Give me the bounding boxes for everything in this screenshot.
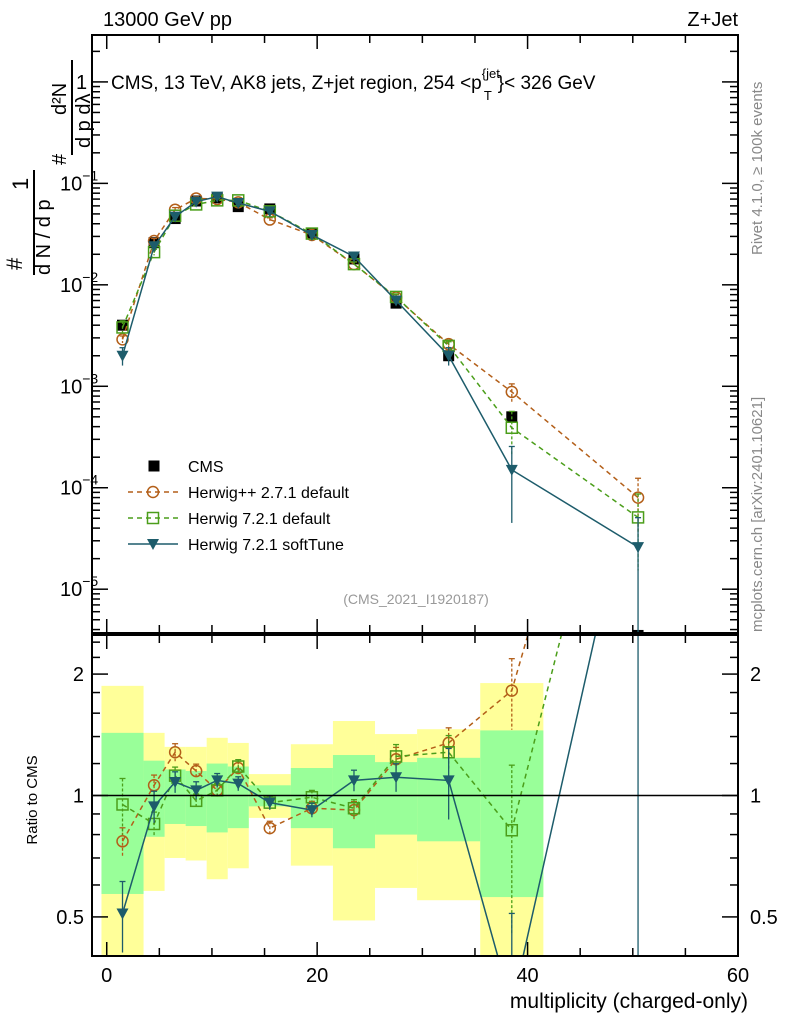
series-3-point [190, 196, 203, 208]
series-1-ratio-point [189, 764, 203, 778]
series-2-ratio-point [116, 798, 129, 811]
y-tick-exponent: −4 [82, 472, 98, 488]
ratio-tick-label-left: 1 [73, 786, 84, 808]
ratio-tick-label-right: 1 [750, 786, 761, 808]
legend: CMS Herwig++ 2.7.1 default Herwig 7.2.1 de… [128, 459, 350, 554]
title-post: }< 326 GeV [498, 73, 596, 94]
y-axis-label: # 1 d N / d p # d²N d p dλ [2, 60, 95, 275]
series-1-point [505, 385, 519, 399]
series-3-point [442, 350, 455, 362]
series-3-point [169, 211, 182, 223]
rivet-label: Rivet 4.1.0, ≥ 100k events [749, 82, 766, 255]
series-3-point [305, 229, 318, 241]
series-2-point [116, 321, 129, 334]
legend-marker [147, 539, 159, 550]
stat-band [101, 732, 144, 894]
y-label-den1: d N / d p [33, 199, 55, 275]
series-1-ratio-point [116, 835, 129, 848]
series-1-line [121, 197, 639, 499]
main-panel-marks [116, 191, 645, 633]
y-tick-exponent: −5 [82, 573, 98, 589]
main-frame [91, 34, 739, 634]
series-2-ratio-point [389, 750, 403, 763]
series-3-point [632, 542, 645, 554]
series-3-point [390, 295, 403, 307]
legend-marker [146, 511, 160, 525]
series-3-point [263, 206, 276, 218]
y-label-hash1: # [2, 257, 27, 270]
chart-marks [116, 191, 645, 956]
series-3-ratio-point [632, 440, 644, 451]
y-tick-exponent: −2 [82, 269, 98, 285]
series-2-ratio-point [347, 801, 361, 815]
series-3-point [211, 191, 224, 203]
header-left: 13000 GeV pp [103, 9, 232, 31]
series-3-point [116, 350, 129, 362]
series-1-point [631, 491, 645, 504]
series-3-ratio-point [263, 797, 276, 809]
title-sup: {jet [482, 66, 500, 81]
series-3-ratio-line [121, 635, 597, 956]
x-tick-label: 60 [727, 965, 749, 987]
ratio-tick-label-left: 0.5 [56, 907, 84, 929]
series-3-point [505, 464, 518, 476]
y-label-num1: 1 [8, 178, 33, 190]
series-3-point [232, 198, 245, 210]
series-2-ratio-point [231, 760, 245, 773]
y-tick-label: 1 [76, 72, 87, 94]
series-2-ratio-point [633, 328, 644, 339]
analysis-id: (CMS_2021_I1920187) [343, 591, 489, 607]
legend-marker [146, 485, 160, 499]
series-3-ratio-point [169, 777, 182, 789]
series-3-ratio-point [442, 775, 455, 787]
series-3-point [347, 251, 360, 263]
legend-label: Herwig 7.2.1 default [188, 511, 331, 528]
chart-title: CMS, 13 TeV, AK8 jets, Z+jet region, 254… [111, 66, 596, 103]
ratio-tick-label-right: 2 [750, 664, 761, 686]
title-sub: T [484, 88, 492, 103]
series-3-ratio-point [116, 908, 129, 920]
y-label-num2: d²N [49, 83, 71, 115]
y-label-den2: d p dλ [73, 94, 95, 148]
header-right: Z+Jet [687, 9, 738, 31]
series-1-ratio-point [168, 746, 182, 759]
y-tick-exponent: −3 [82, 370, 98, 386]
legend-label-cms: CMS [188, 459, 224, 476]
series-1-ratio-point [633, 249, 644, 260]
x-tick-label: 0 [101, 965, 112, 987]
series-2-ratio-point [505, 824, 519, 837]
legend-label: Herwig++ 2.7.1 default [188, 485, 350, 502]
series-3-ratio-point [211, 775, 224, 787]
stat-band [227, 766, 249, 829]
series-3-ratio-point [390, 772, 403, 784]
ratio-y-label: Ratio to CMS [24, 755, 41, 844]
x-tick-label: 40 [516, 965, 538, 987]
ratio-bands [101, 683, 544, 956]
series-3-ratio-point [232, 778, 245, 790]
series-3-point [148, 241, 161, 253]
legend-cms-marker [148, 460, 160, 472]
mcplots-label: mcplots.cern.ch [arXiv:2401.10621] [749, 397, 766, 632]
series-3-ratio-point [347, 775, 360, 787]
title-pre: CMS, 13 TeV, AK8 jets, Z+jet region, 254… [111, 73, 482, 94]
series-3-ratio-point [190, 785, 203, 797]
stat-band [480, 730, 544, 898]
series-3-ratio-point [148, 801, 161, 813]
series-3-ratio-point [305, 805, 318, 817]
legend-label: Herwig 7.2.1 softTune [188, 537, 344, 554]
x-axis-label: multiplicity (charged-only) [510, 990, 748, 1013]
series-1-ratio-point [505, 684, 519, 697]
stat-band [164, 769, 186, 824]
series-1-ratio-point [263, 821, 277, 835]
cms-point [117, 319, 129, 331]
y-tick-exponent: −1 [82, 167, 98, 183]
y-label-hash2: # [49, 153, 71, 165]
series-2-point [505, 421, 519, 435]
ratio-tick-label-right: 0.5 [750, 907, 778, 929]
ratio-tick-label-left: 2 [73, 664, 84, 686]
x-tick-label: 20 [306, 965, 328, 987]
